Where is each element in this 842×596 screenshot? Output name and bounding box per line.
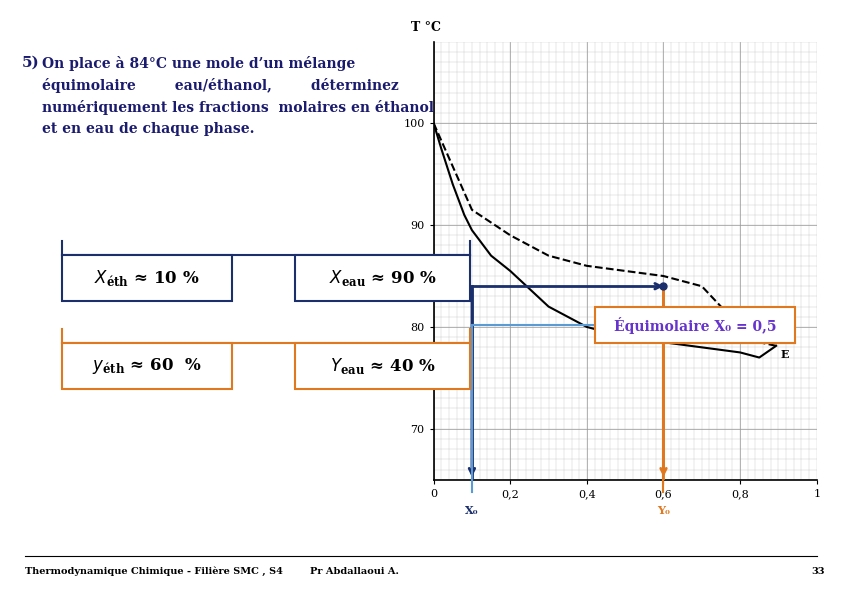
Text: numériquement les fractions  molaires en éthanol: numériquement les fractions molaires en … (42, 100, 434, 115)
Text: On place à 84°C une mole d’un mélange: On place à 84°C une mole d’un mélange (42, 56, 355, 71)
Text: $X_{\mathregular{eau}}$ ≈ 90 %: $X_{\mathregular{eau}}$ ≈ 90 % (328, 268, 436, 288)
FancyBboxPatch shape (62, 343, 232, 389)
Text: Thermodynamique Chimique - Filière SMC , S4: Thermodynamique Chimique - Filière SMC ,… (25, 566, 283, 576)
Text: E: E (781, 349, 789, 359)
Text: Équimolaire X₀ = 0,5: Équimolaire X₀ = 0,5 (614, 316, 776, 334)
FancyBboxPatch shape (295, 343, 470, 389)
Text: et en eau de chaque phase.: et en eau de chaque phase. (42, 122, 254, 136)
FancyBboxPatch shape (62, 255, 232, 301)
Text: Y₀: Y₀ (657, 505, 670, 516)
Text: Pr Abdallaoui A.: Pr Abdallaoui A. (310, 567, 399, 576)
Text: X₀: X₀ (465, 505, 479, 516)
Text: $y_{\mathregular{éth}}$ ≈ 60  %: $y_{\mathregular{éth}}$ ≈ 60 % (93, 356, 202, 376)
Text: $X_{\mathregular{éth}}$ ≈ 10 %: $X_{\mathregular{éth}}$ ≈ 10 % (94, 268, 200, 288)
Text: équimolaire        eau/éthanol,        déterminez: équimolaire eau/éthanol, déterminez (42, 78, 399, 93)
Text: 84°C: 84°C (365, 280, 429, 293)
FancyBboxPatch shape (595, 307, 795, 343)
Text: 5): 5) (22, 56, 40, 70)
FancyBboxPatch shape (295, 255, 470, 301)
Text: 33: 33 (811, 567, 825, 576)
Text: $Y_{\mathregular{eau}}$ ≈ 40 %: $Y_{\mathregular{eau}}$ ≈ 40 % (329, 356, 435, 376)
Text: T °C: T °C (411, 21, 440, 34)
